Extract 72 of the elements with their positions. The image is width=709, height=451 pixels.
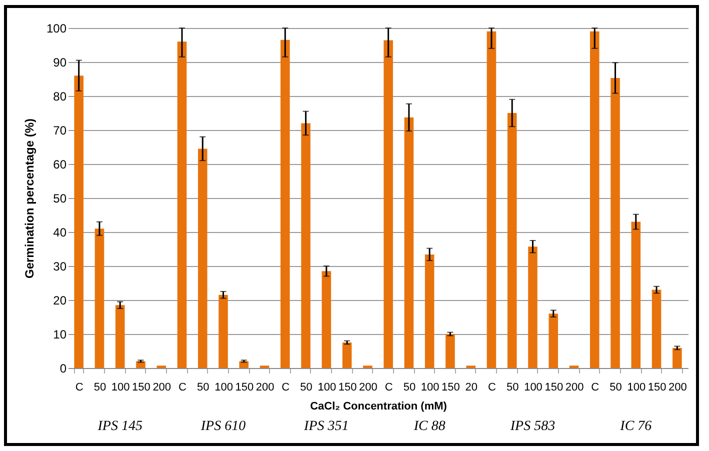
x-tick-label: 150 <box>648 382 666 394</box>
bar <box>177 42 187 368</box>
x-tick-label: 150 <box>132 382 150 394</box>
y-tick-label: 60 <box>53 158 67 172</box>
bar <box>590 31 600 368</box>
x-tick-label: 50 <box>197 382 210 394</box>
y-axis-title: Germination percentage (%) <box>22 118 36 279</box>
bar <box>384 40 393 368</box>
y-tick-label: 20 <box>53 294 67 308</box>
text: IC 88 <box>412 419 446 434</box>
x-tick-label: C <box>488 382 496 394</box>
bar <box>74 76 84 368</box>
y-tick-label: 100 <box>46 22 67 36</box>
x-tick-label: 200 <box>565 382 584 394</box>
y-tick-label: 70 <box>53 124 67 138</box>
y-tick-label: 10 <box>53 328 67 342</box>
x-tick-label: 200 <box>359 382 378 394</box>
x-tick-label: C <box>282 382 290 394</box>
bar <box>548 314 558 368</box>
text: IPS 583 <box>509 419 556 434</box>
x-tick-label: 150 <box>544 382 564 394</box>
bar <box>280 40 290 368</box>
x-tick-label: C <box>591 382 600 394</box>
x-tick-label: 50 <box>610 382 622 394</box>
x-tick-label: 200 <box>256 382 274 394</box>
bar <box>218 294 228 368</box>
y-tick-label: 40 <box>53 226 67 240</box>
x-tick-label: 50 <box>94 382 106 394</box>
bar <box>610 78 620 368</box>
x-tick-label: 100 <box>524 382 542 394</box>
bar <box>94 228 104 368</box>
x-tick-label: 200 <box>668 382 687 394</box>
x-tick-label: 20 <box>465 382 478 394</box>
y-tick-label: 30 <box>53 260 67 274</box>
text: IC 76 <box>619 419 652 434</box>
x-tick-label: 150 <box>442 382 460 394</box>
x-tick-label: 100 <box>111 382 130 394</box>
x-tick-label: 50 <box>300 382 312 394</box>
bar <box>631 222 641 368</box>
bar <box>528 246 538 368</box>
x-tick-label: 150 <box>338 382 357 394</box>
bar <box>322 271 332 368</box>
text: IPS 145 <box>96 419 142 434</box>
y-tick-label: 0 <box>60 362 67 376</box>
bar <box>486 31 496 368</box>
y-tick-label: 90 <box>53 56 67 70</box>
x-tick-label: C <box>75 382 84 394</box>
x-tick-label: 150 <box>235 382 254 394</box>
x-tick-label: 100 <box>318 382 336 394</box>
bar <box>507 113 517 368</box>
bar <box>652 290 662 368</box>
bar <box>198 148 208 368</box>
bar <box>342 342 352 368</box>
y-tick-label: 50 <box>53 192 67 206</box>
y-tick-label: 80 <box>53 90 67 104</box>
x-tick-label: C <box>178 382 187 394</box>
text: IPS 610 <box>200 419 246 434</box>
bar <box>115 305 125 368</box>
x-axis-title: CaCl₂ Concentration (mM) <box>310 400 448 412</box>
text: IPS 351 <box>303 419 349 434</box>
x-tick-label: 100 <box>627 382 646 394</box>
bar <box>672 348 682 368</box>
x-tick-label: 50 <box>506 382 519 394</box>
x-tick-label: 100 <box>420 382 440 394</box>
x-tick-label: 50 <box>403 382 416 394</box>
x-tick-label: 200 <box>152 382 172 394</box>
x-tick-label: 100 <box>214 382 233 394</box>
bar <box>446 334 455 368</box>
bar <box>404 117 414 368</box>
x-tick-label: C <box>384 382 393 394</box>
bar <box>424 254 434 368</box>
bar <box>301 123 310 368</box>
